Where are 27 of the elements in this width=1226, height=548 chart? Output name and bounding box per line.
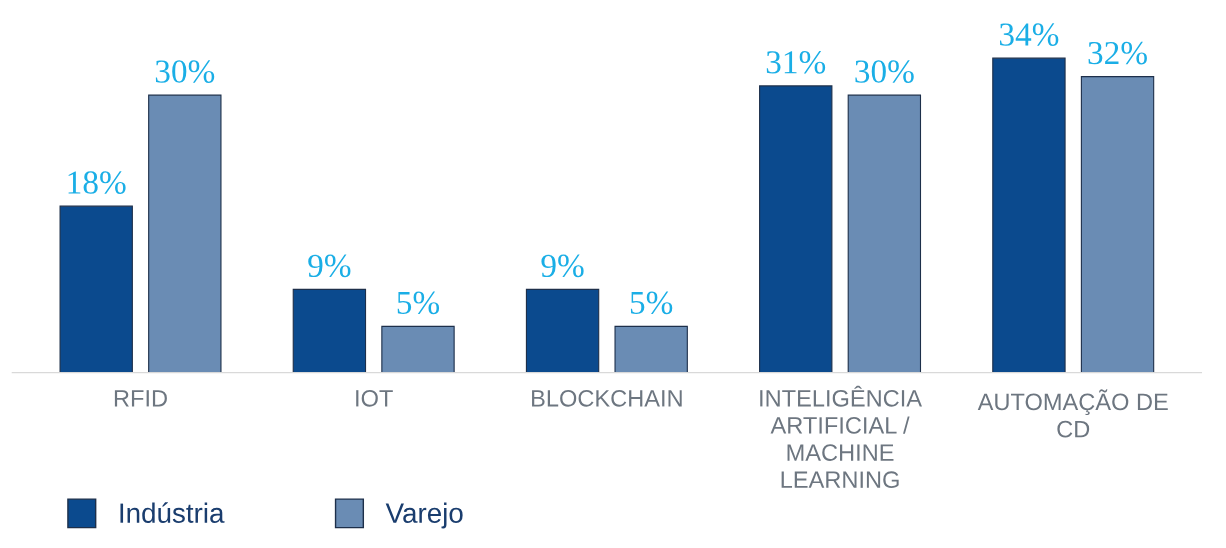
legend-label: Varejo: [385, 502, 463, 529]
bar: [525, 288, 600, 373]
bar: [759, 85, 833, 373]
bar: [292, 288, 367, 373]
x-tick-label: IOT: [356, 389, 393, 407]
data-label: 31%: [766, 51, 826, 74]
data-label: 30%: [855, 60, 914, 83]
data-label: 34%: [999, 23, 1059, 46]
x-tick-label: AUTOMAÇÃO DE CD: [977, 389, 1168, 438]
data-label: 5%: [630, 291, 673, 315]
bar: [59, 205, 133, 373]
data-label: 9%: [308, 254, 351, 278]
bar: [614, 325, 688, 373]
bar: [148, 94, 222, 373]
bar: [381, 325, 455, 373]
bar: [1080, 76, 1155, 373]
bar: [847, 94, 922, 373]
legend-label: Indústria: [120, 502, 225, 523]
data-label: 32%: [1088, 41, 1147, 65]
data-label: 18%: [68, 171, 126, 194]
data-label: 9%: [541, 254, 584, 278]
x-tick-label: INTELIGÊNCIA ARTIFICIAL / MACHINE LEARNING: [760, 385, 922, 489]
data-label: 5%: [397, 291, 440, 315]
bar: [992, 57, 1066, 373]
data-label: 30%: [155, 60, 215, 83]
x-tick-label: RFID: [114, 390, 167, 407]
x-tick-label: BLOCKCHAIN: [532, 389, 682, 407]
